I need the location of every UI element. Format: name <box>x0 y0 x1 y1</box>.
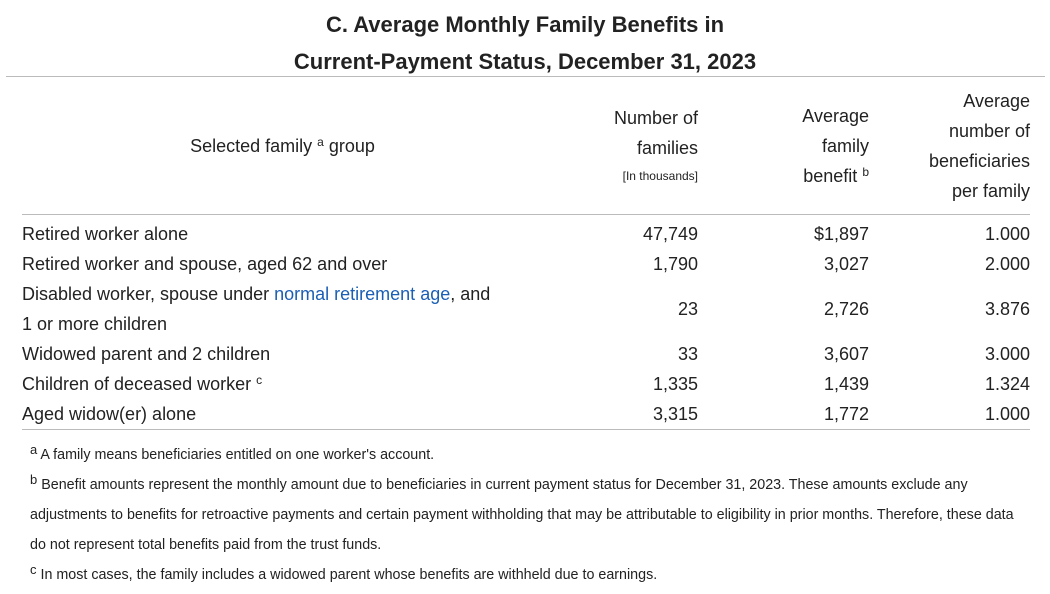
benefit-value: 3,607 <box>823 344 869 364</box>
footnote-b: b Benefit amounts represent the monthly … <box>30 472 1014 553</box>
footnote-a: a A family means beneficiaries entitled … <box>30 442 435 463</box>
families-value: 1,335 <box>652 374 698 394</box>
table-row: Children of deceased worker c 1,335 1,43… <box>22 369 1030 399</box>
header-family-group: Selected family a group <box>22 86 543 215</box>
footnotes: a A family means beneficiaries entitled … <box>30 440 1030 590</box>
row-label: Disabled worker, spouse under normal ret… <box>22 284 491 334</box>
table-row: Retired worker and spouse, aged 62 and o… <box>22 249 1030 279</box>
beneficiaries-value: 2.000 <box>984 254 1030 274</box>
header-average-family-benefit: Average family benefit b <box>698 86 869 215</box>
benefit-value: 2,726 <box>823 299 869 319</box>
title-line-1: C. Average Monthly Family Benefits in <box>325 12 725 37</box>
row-label: Aged widow(er) alone <box>22 399 543 430</box>
footnote-ref-c: c <box>256 373 263 387</box>
header-row: Selected family a group Number of famili… <box>22 86 1030 215</box>
beneficiaries-value: 3.000 <box>984 344 1030 364</box>
table-row: Disabled worker, spouse under normal ret… <box>22 279 1030 339</box>
families-value: 1,790 <box>652 254 698 274</box>
row-label: Retired worker alone <box>22 224 189 244</box>
table-row: Widowed parent and 2 children 33 3,607 3… <box>22 339 1030 369</box>
row-label: Widowed parent and 2 children <box>22 344 271 364</box>
row-label: Retired worker and spouse, aged 62 and o… <box>22 254 388 274</box>
families-value: 3,315 <box>543 399 698 430</box>
units-note: [In thousands] <box>622 169 698 183</box>
benefit-value: 1,439 <box>823 374 869 394</box>
families-value: 33 <box>677 344 698 364</box>
benefit-value: $1,897 <box>813 224 869 244</box>
table-row: Retired worker alone 47,749 $1,897 1.000 <box>22 215 1030 250</box>
families-value: 47,749 <box>642 224 698 244</box>
row-label: Children of deceased worker c <box>22 373 263 394</box>
beneficiaries-value: 1.000 <box>984 224 1030 244</box>
benefit-value: 3,027 <box>823 254 869 274</box>
beneficiaries-value: 1.000 <box>869 399 1030 430</box>
title-divider <box>6 76 1045 77</box>
families-value: 23 <box>677 299 698 319</box>
table-title: C. Average Monthly Family Benefits in Cu… <box>0 6 1050 80</box>
table-row: Aged widow(er) alone 3,315 1,772 1.000 <box>22 399 1030 430</box>
family-benefits-table: Selected family a group Number of famili… <box>22 86 1030 430</box>
footnote-c: c In most cases, the family includes a w… <box>30 562 658 583</box>
title-line-2: Current-Payment Status, December 31, 202… <box>293 49 757 74</box>
footnote-ref-b: b <box>862 165 869 179</box>
header-average-beneficiaries: Average number of beneficiaries per fami… <box>869 86 1030 215</box>
benefit-value: 1,772 <box>698 399 869 430</box>
beneficiaries-value: 3.876 <box>984 299 1030 319</box>
normal-retirement-age-link[interactable]: normal retirement age <box>274 284 451 304</box>
header-number-of-families: Number of families [In thousands] <box>543 86 698 215</box>
footnote-ref-a: a <box>317 135 324 149</box>
beneficiaries-value: 1.324 <box>984 374 1030 394</box>
